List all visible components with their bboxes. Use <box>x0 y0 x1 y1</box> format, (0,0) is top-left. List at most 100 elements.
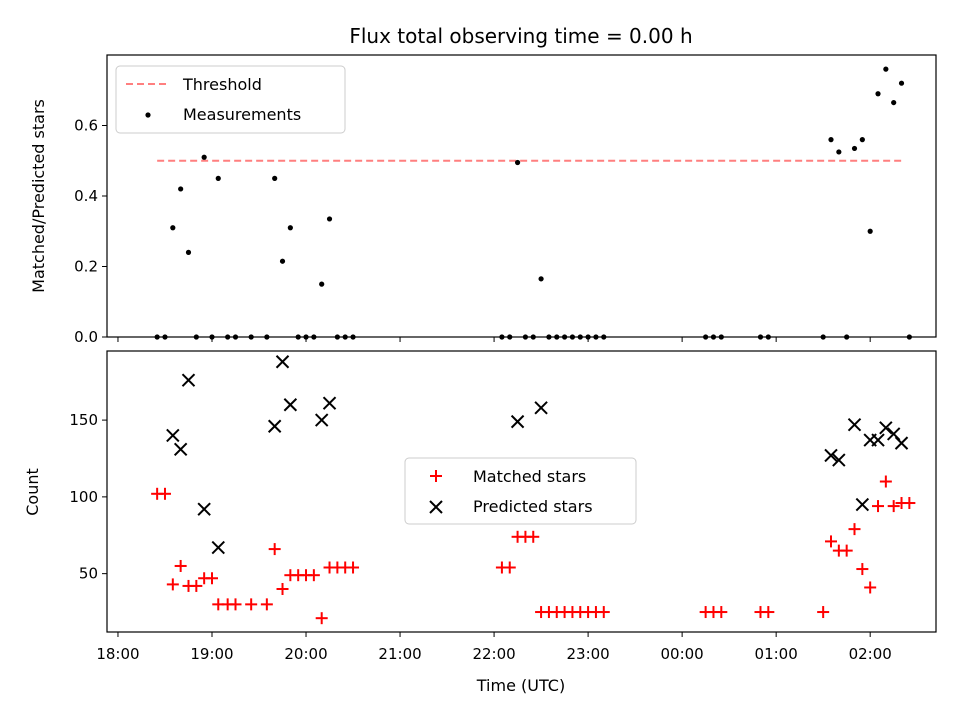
measurement-point <box>319 281 325 287</box>
predicted-stars-point <box>322 396 337 410</box>
matched-stars-point <box>158 487 171 500</box>
predicted-stars-point <box>824 448 838 463</box>
x-tick-label: 21:00 <box>378 645 421 663</box>
matched-stars-point <box>715 606 728 619</box>
top-y-axis-label: Matched/Predicted stars <box>29 99 48 293</box>
measurement-point <box>859 137 865 143</box>
matched-stars-point <box>245 598 258 611</box>
x-tick-label: 02:00 <box>849 645 892 663</box>
predicted-stars-point <box>181 373 196 387</box>
legend-measurements-label: Measurements <box>183 105 301 124</box>
matched-stars-point <box>205 572 218 585</box>
top-y-tick-label: 0.0 <box>74 328 98 346</box>
predicted-stars-point <box>197 502 211 516</box>
bottom-y-axis-label: Count <box>23 468 42 516</box>
measurement-point <box>287 225 293 231</box>
measurement-point <box>185 249 192 255</box>
predicted-stars-point <box>510 414 525 429</box>
legend-measurements-marker <box>145 112 151 118</box>
x-tick-label: 23:00 <box>566 645 609 663</box>
top-y-tick-label: 0.6 <box>74 117 98 135</box>
predicted-stars-point <box>832 453 846 467</box>
measurement-point <box>215 175 221 181</box>
measurement-point <box>851 145 858 152</box>
bottom-y-tick-label: 150 <box>69 411 98 429</box>
bottom-panel-frame <box>106 350 937 633</box>
predicted-stars-point <box>314 413 329 427</box>
matched-stars-point <box>848 523 861 536</box>
matched-stars-point <box>276 583 289 596</box>
bottom-y-tick-label: 100 <box>69 488 98 506</box>
matched-stars-point <box>825 535 838 548</box>
measurement-point <box>178 186 184 192</box>
matched-stars-point <box>174 559 187 572</box>
matched-stars-point <box>268 543 281 556</box>
top-y-tick-label: 0.4 <box>74 187 98 205</box>
measurement-point <box>326 216 333 222</box>
predicted-stars-point <box>879 421 893 435</box>
matched-stars-point <box>597 606 610 619</box>
legend-matched-marker <box>430 470 442 482</box>
matched-stars-point <box>503 561 516 574</box>
predicted-stars-point <box>871 433 885 447</box>
matched-stars-point <box>840 544 853 557</box>
measurement-point <box>867 228 873 234</box>
bottom-legend-box <box>404 457 637 525</box>
x-tick-label: 18:00 <box>96 645 139 663</box>
matched-stars-point <box>903 497 916 510</box>
matched-stars-point <box>315 612 328 625</box>
chart-title: Flux total observing time = 0.00 h <box>349 24 692 48</box>
measurement-point <box>891 99 897 106</box>
measurement-point <box>875 91 881 97</box>
x-tick-label: 20:00 <box>284 645 327 663</box>
matched-stars-point <box>817 606 830 619</box>
measurement-point <box>201 154 207 160</box>
matched-stars-point <box>260 598 273 611</box>
x-tick-label: 22:00 <box>472 645 515 663</box>
x-tick-label: 01:00 <box>755 645 798 663</box>
predicted-stars-point <box>855 497 870 512</box>
matched-stars-point <box>347 561 360 574</box>
matched-stars-point <box>864 581 877 594</box>
matched-stars-point <box>166 578 179 591</box>
top-legend: Threshold Measurements <box>115 65 346 134</box>
measurement-point <box>170 225 176 231</box>
bottom-panel: 50 100 150 18:00 19:00 20:00 21:00 22:00 23:00 0… <box>23 350 937 695</box>
predicted-stars-point <box>267 419 282 433</box>
x-tick-label: 00:00 <box>661 645 704 663</box>
legend-matched-label: Matched stars <box>473 467 586 486</box>
matched-stars-point <box>307 569 320 582</box>
legend-predicted-marker <box>429 500 443 514</box>
predicted-stars-point <box>847 417 862 432</box>
bottom-y-tick-label: 50 <box>79 565 98 583</box>
predicted-stars-point <box>166 428 180 443</box>
legend-threshold-label: Threshold <box>182 75 262 94</box>
matched-stars-point <box>190 579 203 592</box>
top-y-tick-label: 0.2 <box>74 258 98 276</box>
predicted-stars-point <box>173 442 188 456</box>
top-panel: 0.0 0.2 0.4 0.6 Matched/Predicted stars Thr… <box>29 54 937 346</box>
measurement-point <box>279 258 286 264</box>
matched-stars-point <box>879 475 892 488</box>
matched-stars-point <box>872 500 885 513</box>
predicted-stars-point <box>894 436 909 450</box>
top-legend-box <box>115 65 346 134</box>
measurement-point <box>836 149 842 155</box>
measurement-point <box>898 80 905 86</box>
matched-stars-point <box>229 598 242 611</box>
measurement-point <box>538 276 544 282</box>
predicted-stars-point <box>275 355 290 369</box>
matched-stars-point <box>887 500 900 513</box>
matched-stars-point <box>762 606 775 619</box>
measurement-point <box>272 175 278 181</box>
matched-stars-point <box>527 530 540 543</box>
measurement-point <box>828 137 834 143</box>
predicted-stars-point <box>283 398 298 412</box>
predicted-stars-point <box>211 540 225 555</box>
measurement-point <box>883 66 889 72</box>
measurement-point <box>514 159 521 166</box>
x-axis-label: Time (UTC) <box>476 676 565 695</box>
x-tick-label: 19:00 <box>190 645 233 663</box>
bottom-legend: Matched stars Predicted stars <box>404 457 637 525</box>
